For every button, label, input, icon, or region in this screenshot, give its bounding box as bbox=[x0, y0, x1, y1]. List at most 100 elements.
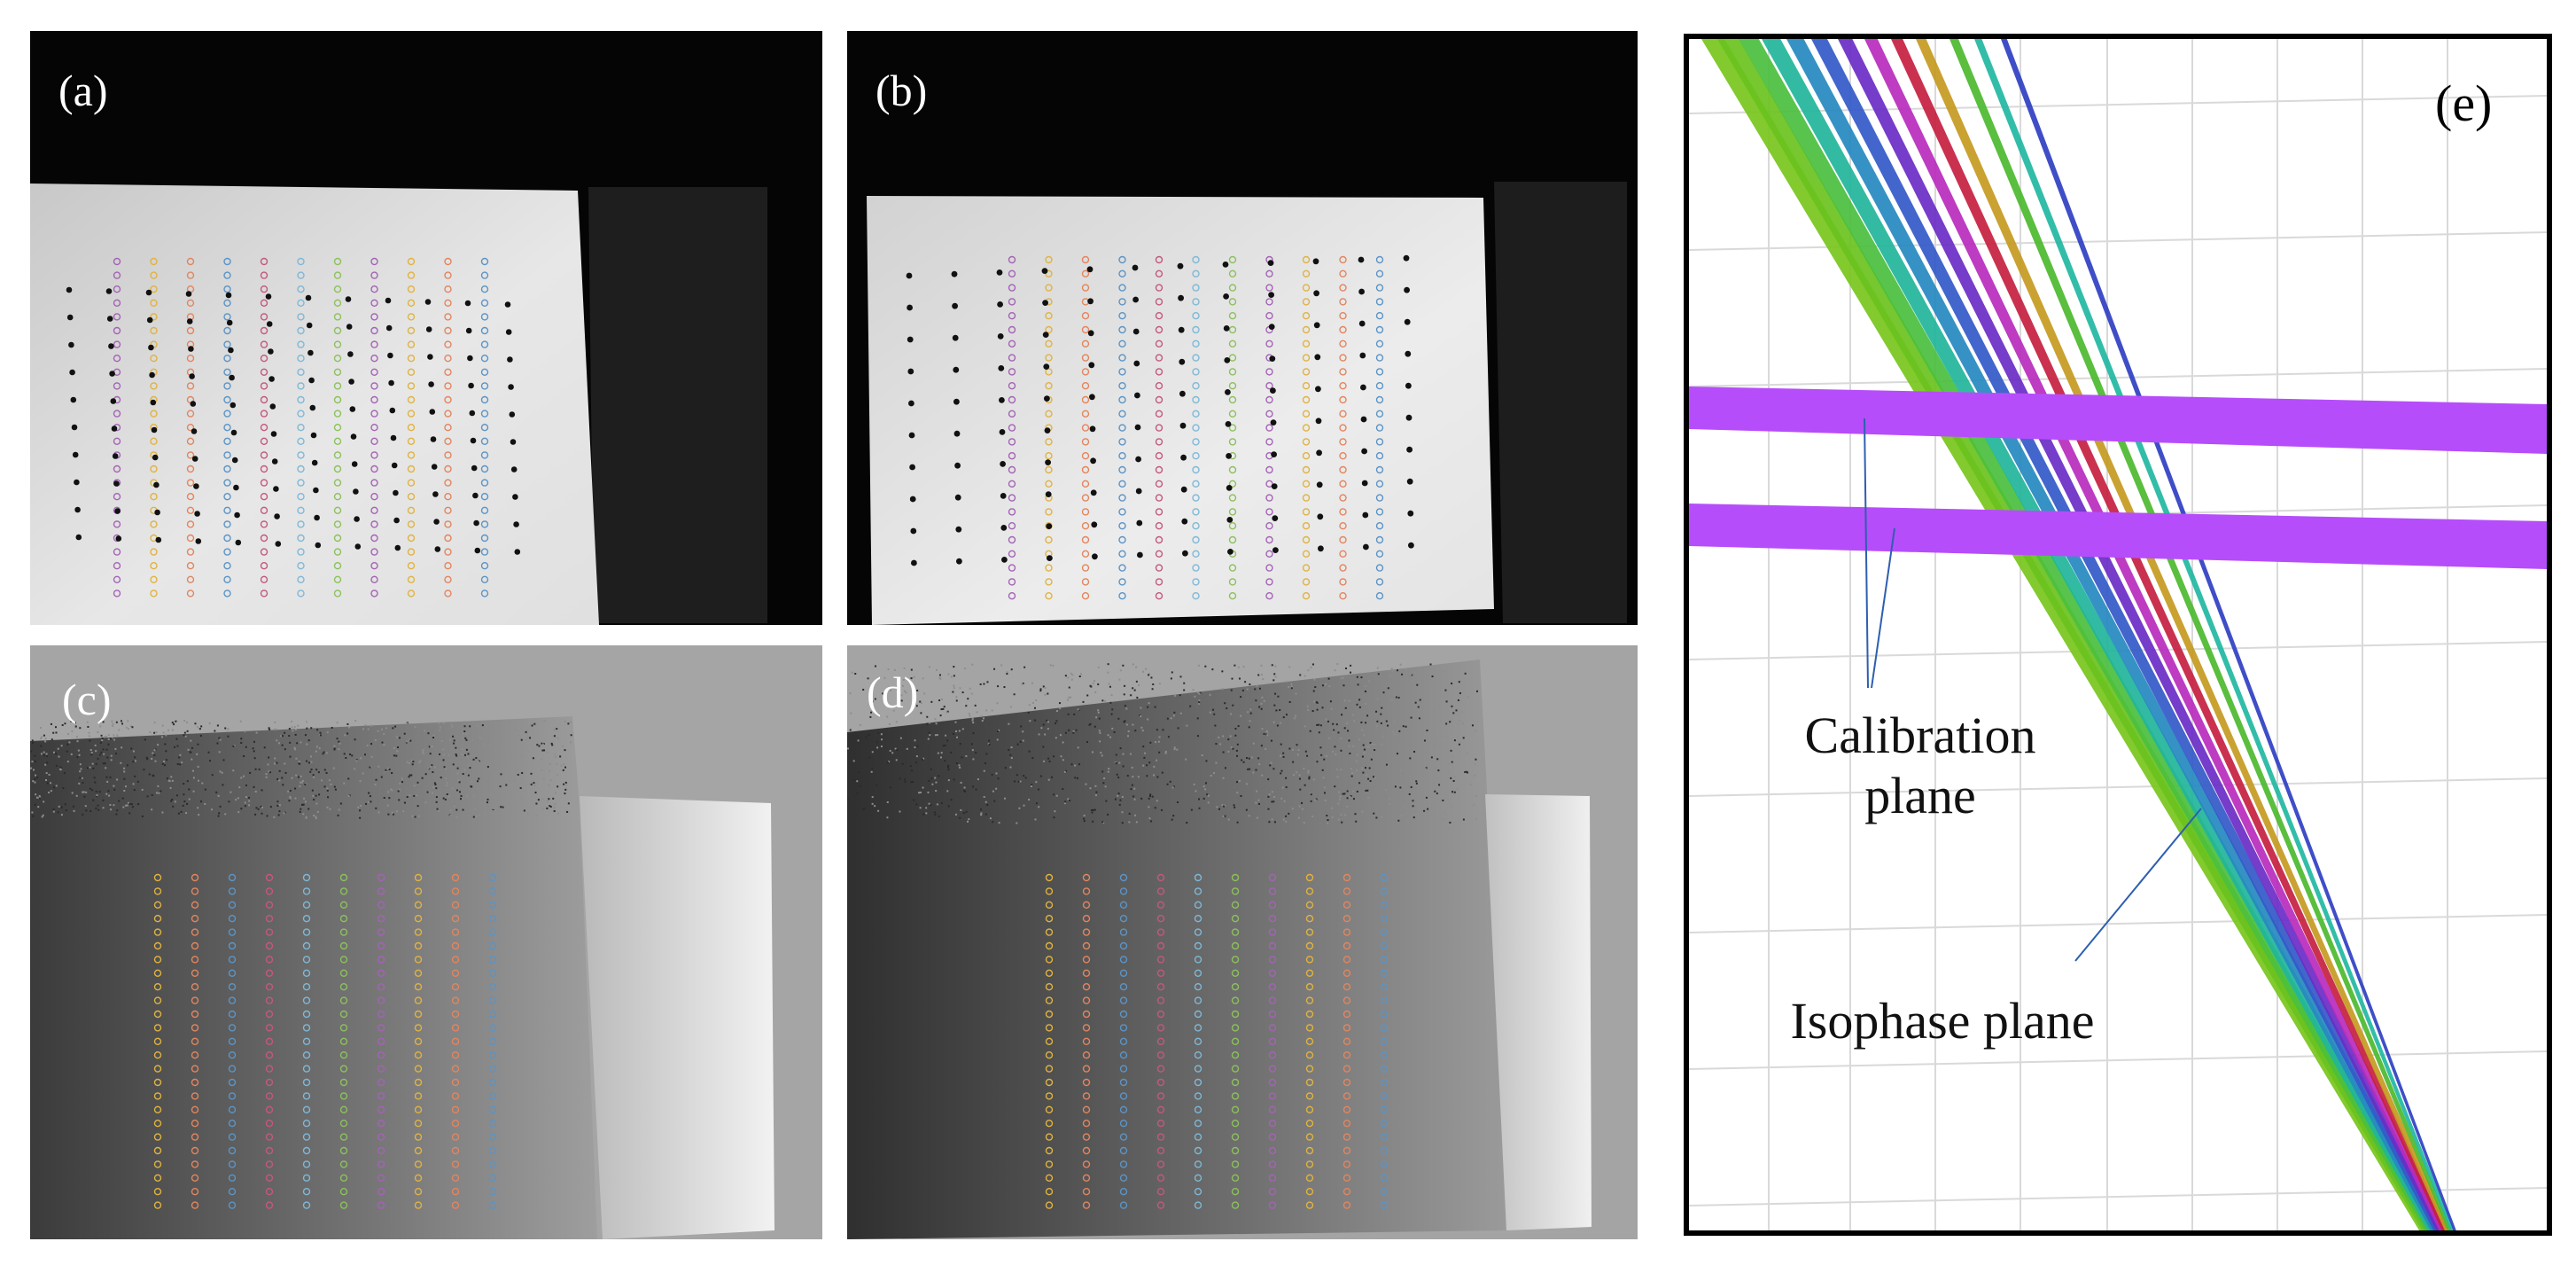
board-dot bbox=[188, 346, 194, 352]
noise-speck bbox=[54, 726, 57, 729]
noise-speck bbox=[1401, 673, 1404, 675]
noise-speck bbox=[127, 720, 129, 722]
board-dot bbox=[314, 514, 320, 521]
marker-circle bbox=[191, 1201, 199, 1209]
noise-speck bbox=[1285, 820, 1288, 823]
noise-speck bbox=[278, 804, 281, 807]
marker-circle bbox=[1268, 1092, 1277, 1100]
noise-speck bbox=[1205, 760, 1208, 762]
board-dot bbox=[997, 333, 1004, 340]
noise-speck bbox=[877, 809, 880, 812]
noise-speck bbox=[442, 748, 445, 751]
noise-speck bbox=[451, 787, 454, 790]
marker-circle bbox=[1155, 592, 1163, 600]
noise-speck bbox=[1107, 813, 1109, 816]
marker-circle bbox=[1008, 284, 1016, 292]
noise-speck bbox=[319, 734, 322, 737]
noise-speck bbox=[1016, 774, 1018, 777]
noise-speck bbox=[30, 767, 33, 769]
board-dot bbox=[424, 299, 432, 305]
marker-circle bbox=[265, 969, 274, 977]
noise-speck bbox=[1387, 724, 1389, 727]
marker-circle bbox=[1155, 284, 1163, 292]
noise-speck bbox=[519, 771, 522, 774]
noise-speck bbox=[133, 789, 136, 792]
noise-speck bbox=[874, 665, 876, 668]
marker-circle bbox=[1155, 382, 1163, 390]
noise-speck bbox=[942, 707, 945, 710]
marker-circle bbox=[191, 1160, 199, 1168]
noise-speck bbox=[1335, 768, 1338, 770]
noise-speck bbox=[1137, 776, 1140, 778]
noise-speck bbox=[1445, 722, 1448, 725]
noise-speck bbox=[1039, 775, 1042, 777]
marker-circle bbox=[1194, 901, 1202, 909]
noise-speck bbox=[1094, 785, 1097, 787]
noise-speck bbox=[1424, 768, 1427, 770]
noise-speck bbox=[237, 811, 240, 814]
noise-speck bbox=[278, 810, 281, 813]
noise-speck bbox=[1436, 793, 1438, 795]
noise-speck bbox=[1013, 693, 1016, 696]
noise-speck bbox=[1435, 786, 1437, 789]
noise-speck bbox=[333, 747, 336, 750]
marker-circle bbox=[1265, 424, 1273, 432]
noise-speck bbox=[1064, 769, 1067, 772]
board-dot bbox=[998, 365, 1005, 371]
noise-speck bbox=[462, 808, 464, 811]
marker-circle bbox=[370, 437, 378, 445]
noise-speck bbox=[1086, 694, 1089, 697]
marker-circle bbox=[414, 1120, 423, 1128]
noise-speck bbox=[276, 761, 278, 764]
noise-speck bbox=[560, 764, 563, 767]
marker-circle bbox=[1302, 452, 1311, 460]
noise-speck bbox=[348, 726, 351, 729]
noise-speck bbox=[1179, 675, 1182, 678]
noise-speck bbox=[1108, 768, 1110, 770]
noise-speck bbox=[867, 677, 869, 680]
marker-circle bbox=[1194, 941, 1202, 950]
noise-speck bbox=[1193, 783, 1195, 785]
marker-circle bbox=[1155, 269, 1163, 277]
board-dot bbox=[1268, 324, 1275, 330]
noise-speck bbox=[45, 778, 48, 781]
noise-speck bbox=[1034, 818, 1037, 821]
noise-speck bbox=[1035, 802, 1038, 805]
noise-speck bbox=[1135, 680, 1138, 683]
noise-speck bbox=[343, 753, 346, 755]
noise-speck bbox=[1344, 814, 1347, 816]
marker-circle bbox=[1380, 1078, 1389, 1087]
marker-circle bbox=[1082, 1105, 1091, 1113]
marker-circle bbox=[260, 493, 268, 501]
marker-circle bbox=[260, 437, 268, 445]
noise-speck bbox=[57, 811, 59, 814]
noise-speck bbox=[442, 797, 445, 800]
board-dot bbox=[271, 458, 278, 465]
marker-circle bbox=[1156, 1120, 1165, 1128]
noise-speck bbox=[1475, 758, 1477, 761]
marker-circle bbox=[1192, 424, 1200, 432]
noise-speck bbox=[563, 763, 565, 766]
board-dot bbox=[1132, 264, 1139, 271]
board-dot bbox=[105, 288, 113, 294]
noise-speck bbox=[1272, 721, 1275, 723]
noise-speck bbox=[905, 691, 907, 694]
noise-speck bbox=[541, 798, 544, 800]
board-dot bbox=[468, 382, 474, 389]
noise-speck bbox=[972, 758, 975, 761]
board-dot bbox=[152, 454, 159, 461]
noise-speck bbox=[922, 786, 924, 789]
marker-circle bbox=[150, 590, 158, 597]
noise-speck bbox=[197, 743, 199, 746]
board-dot bbox=[1133, 360, 1140, 367]
noise-speck bbox=[1451, 682, 1453, 684]
noise-speck bbox=[556, 774, 559, 777]
board-dot bbox=[269, 403, 276, 410]
marker-circle bbox=[191, 901, 199, 909]
marker-circle bbox=[407, 437, 416, 445]
marker-circle bbox=[1156, 928, 1165, 936]
noise-speck bbox=[1255, 801, 1257, 804]
noise-speck bbox=[928, 779, 930, 782]
marker-circle bbox=[451, 1051, 460, 1059]
noise-speck bbox=[183, 800, 186, 803]
